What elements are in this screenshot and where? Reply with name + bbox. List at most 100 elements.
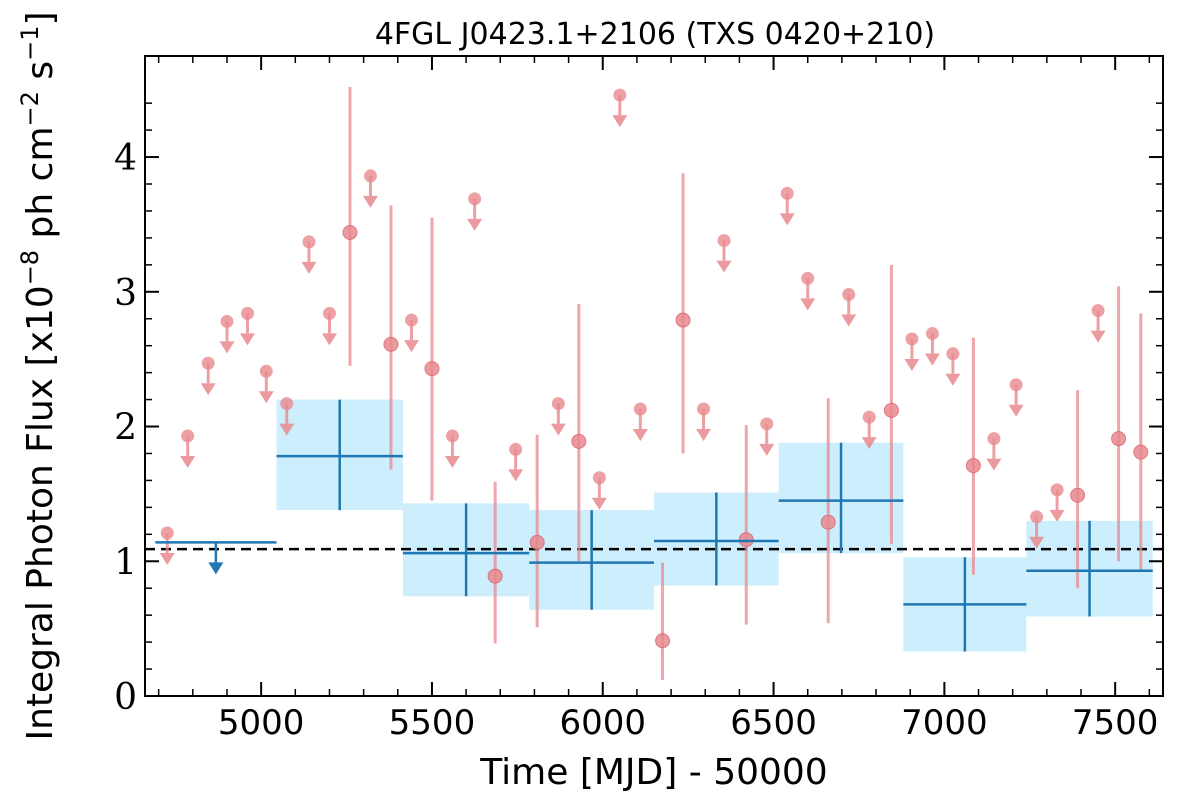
fine-ul-point-16: [613, 88, 627, 102]
fine-ul-point-2: [201, 356, 215, 370]
fine-ul-arrow-11: [444, 455, 460, 468]
fine-ul-arrow-23: [841, 314, 857, 327]
x-tick-label-3: 6500: [730, 703, 817, 743]
x-tick-label-2: 6000: [559, 703, 646, 743]
fine-ul-arrow-22: [800, 298, 816, 311]
fine-ul-point-21: [780, 186, 794, 200]
y-axis-title-exp3: −1: [16, 26, 44, 61]
fine-ul-point-26: [925, 327, 939, 341]
fine-ul-arrow-19: [716, 260, 732, 273]
fine-ul-arrow-5: [258, 391, 274, 404]
fine-ul-arrow-0: [159, 552, 175, 565]
fine-ul-point-17: [633, 402, 647, 416]
y-axis-title: Integral Photon Flux [x10−8 ph cm−2 s−1]: [16, 11, 61, 740]
fine-ul-point-7: [302, 235, 316, 249]
fine-ul-arrow-14: [550, 423, 566, 436]
fine-ul-point-3: [220, 314, 234, 328]
fine-ul-arrow-24: [861, 437, 877, 450]
fine-ul-arrow-21: [779, 213, 795, 226]
fine-ul-arrow-13: [508, 469, 524, 482]
fine-ul-arrow-1: [180, 455, 196, 468]
fine-point-11: [965, 458, 981, 474]
fine-point-7: [675, 312, 691, 328]
fine-point-4: [529, 534, 545, 550]
fine-ul-arrow-28: [986, 458, 1002, 471]
fine-ul-point-31: [1050, 483, 1064, 497]
fine-ul-point-5: [259, 364, 273, 378]
fine-ul-point-28: [987, 432, 1001, 446]
coarse-ul-arrow-0: [208, 562, 224, 575]
fine-point-2: [424, 361, 440, 377]
y-tick-label-4: 4: [114, 138, 137, 179]
fine-ul-point-14: [551, 397, 565, 411]
x-tick-label-4: 7000: [901, 703, 988, 743]
fine-ul-point-22: [801, 271, 815, 285]
y-axis-title-mid2: s: [20, 61, 61, 91]
fine-point-9: [820, 514, 836, 530]
y-tick-label-2: 2: [114, 408, 137, 449]
fine-ul-point-29: [1009, 378, 1023, 392]
y-axis-title-exp1: −8: [16, 250, 44, 285]
fine-ul-arrow-17: [632, 429, 648, 442]
fine-ul-point-15: [592, 471, 606, 485]
fine-ul-point-20: [760, 417, 774, 431]
fine-ul-arrow-27: [945, 373, 961, 386]
fine-ul-arrow-26: [924, 353, 940, 366]
fine-ul-arrow-32: [1090, 330, 1106, 343]
fine-ul-arrow-2: [200, 383, 216, 396]
fine-point-12: [1070, 487, 1086, 503]
fine-point-3: [487, 568, 503, 584]
fine-ul-arrow-15: [591, 497, 607, 510]
y-axis-title-main: Integral Photon Flux [x10: [20, 285, 61, 740]
fine-point-1: [383, 336, 399, 352]
fine-ul-point-18: [697, 402, 711, 416]
fine-ul-point-32: [1091, 304, 1105, 318]
y-axis-title-mid: ph cm: [20, 126, 61, 249]
fine-ul-point-23: [842, 287, 856, 301]
plot-frame: [144, 55, 1164, 697]
fine-ul-point-8: [322, 306, 336, 320]
x-tick-label-1: 5500: [389, 703, 476, 743]
fine-ul-arrow-6: [279, 423, 295, 436]
fine-ul-arrow-4: [239, 333, 255, 346]
fine-point-5: [571, 433, 587, 449]
fine-point-13: [1111, 431, 1127, 447]
fine-ul-arrow-7: [301, 261, 317, 274]
axis-ticks: 5000 5500 6000 6500 7000 7500 0 1 2 3 4: [114, 56, 1163, 743]
fine-ul-arrow-18: [696, 429, 712, 442]
y-axis-title-end: ]: [20, 11, 61, 25]
fine-ul-point-19: [717, 234, 731, 248]
fine-ul-arrow-29: [1008, 404, 1024, 417]
fine-ul-point-4: [240, 306, 254, 320]
x-tick-label-0: 5000: [218, 703, 305, 743]
y-tick-label-3: 3: [114, 273, 137, 314]
fine-ul-arrow-3: [219, 341, 235, 354]
y-tick-label-1: 1: [114, 542, 137, 583]
fine-ul-arrow-8: [321, 333, 337, 346]
y-tick-label-0: 0: [114, 677, 137, 718]
x-tick-label-5: 7500: [1072, 703, 1159, 743]
plot-area: [145, 86, 1163, 680]
fine-ul-point-24: [862, 410, 876, 424]
fine-ul-arrow-16: [612, 115, 628, 128]
fine-ul-arrow-30: [1029, 536, 1045, 549]
fine-ul-arrow-9: [362, 195, 378, 208]
fine-ul-point-27: [946, 347, 960, 361]
x-axis-title: Time [MJD] - 50000: [479, 752, 827, 793]
fine-point-8: [738, 532, 754, 548]
fine-ul-point-1: [181, 429, 195, 443]
chart-title: 4FGL J0423.1+2106 (TXS 0420+210): [375, 17, 935, 52]
fine-ul-point-0: [160, 526, 174, 540]
fine-ul-arrow-12: [467, 218, 483, 231]
fine-ul-point-11: [445, 429, 459, 443]
fine-ul-arrow-10: [403, 340, 419, 353]
y-axis-title-exp2: −2: [16, 91, 44, 126]
fine-point-0: [342, 225, 358, 241]
fine-point-6: [655, 633, 671, 649]
fine-ul-point-25: [905, 332, 919, 346]
fine-ul-point-12: [468, 192, 482, 206]
fine-ul-point-10: [404, 313, 418, 327]
fine-ul-point-30: [1030, 510, 1044, 524]
fine-point-10: [883, 402, 899, 418]
fine-ul-point-6: [280, 397, 294, 411]
